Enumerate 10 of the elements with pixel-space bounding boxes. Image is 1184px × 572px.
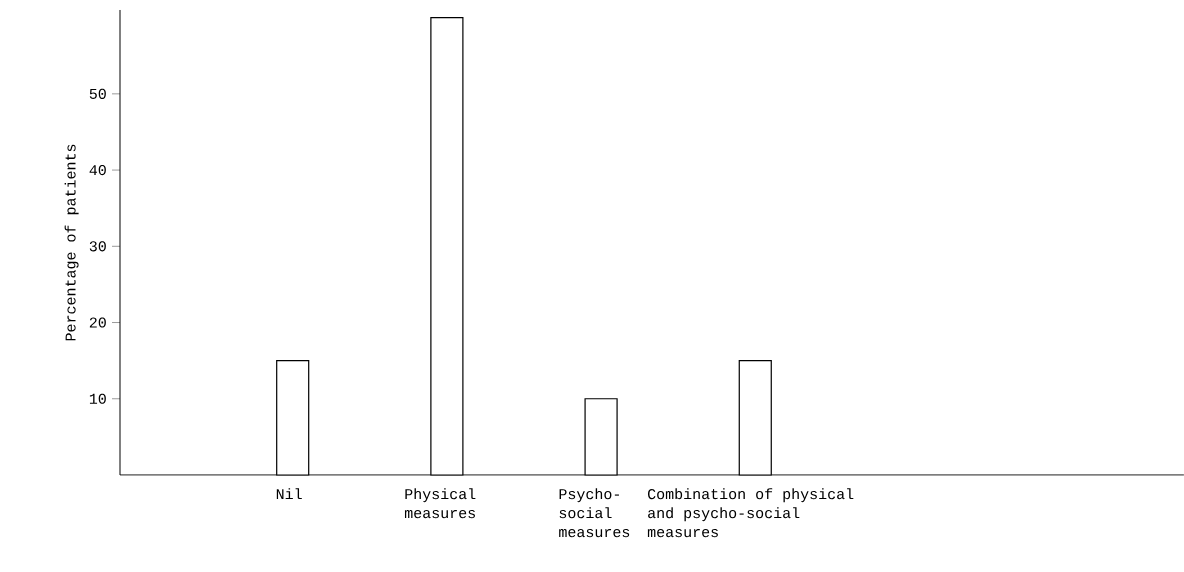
y-tick-label: 10 bbox=[89, 393, 106, 404]
y-tick-label: 50 bbox=[89, 88, 106, 99]
x-tick-label: Combination of physical and psycho-social measures bbox=[647, 488, 854, 538]
x-tick-label: Psycho-social measures bbox=[559, 488, 630, 538]
y-tick-label: 20 bbox=[89, 317, 106, 328]
y-axis-title: Percentage of patients bbox=[64, 144, 79, 341]
y-tick-label: 40 bbox=[89, 164, 106, 176]
x-tick-label: Nil bbox=[276, 488, 302, 500]
y-tick-label: 30 bbox=[89, 241, 106, 252]
x-tick-label: Physical measures bbox=[404, 488, 476, 519]
